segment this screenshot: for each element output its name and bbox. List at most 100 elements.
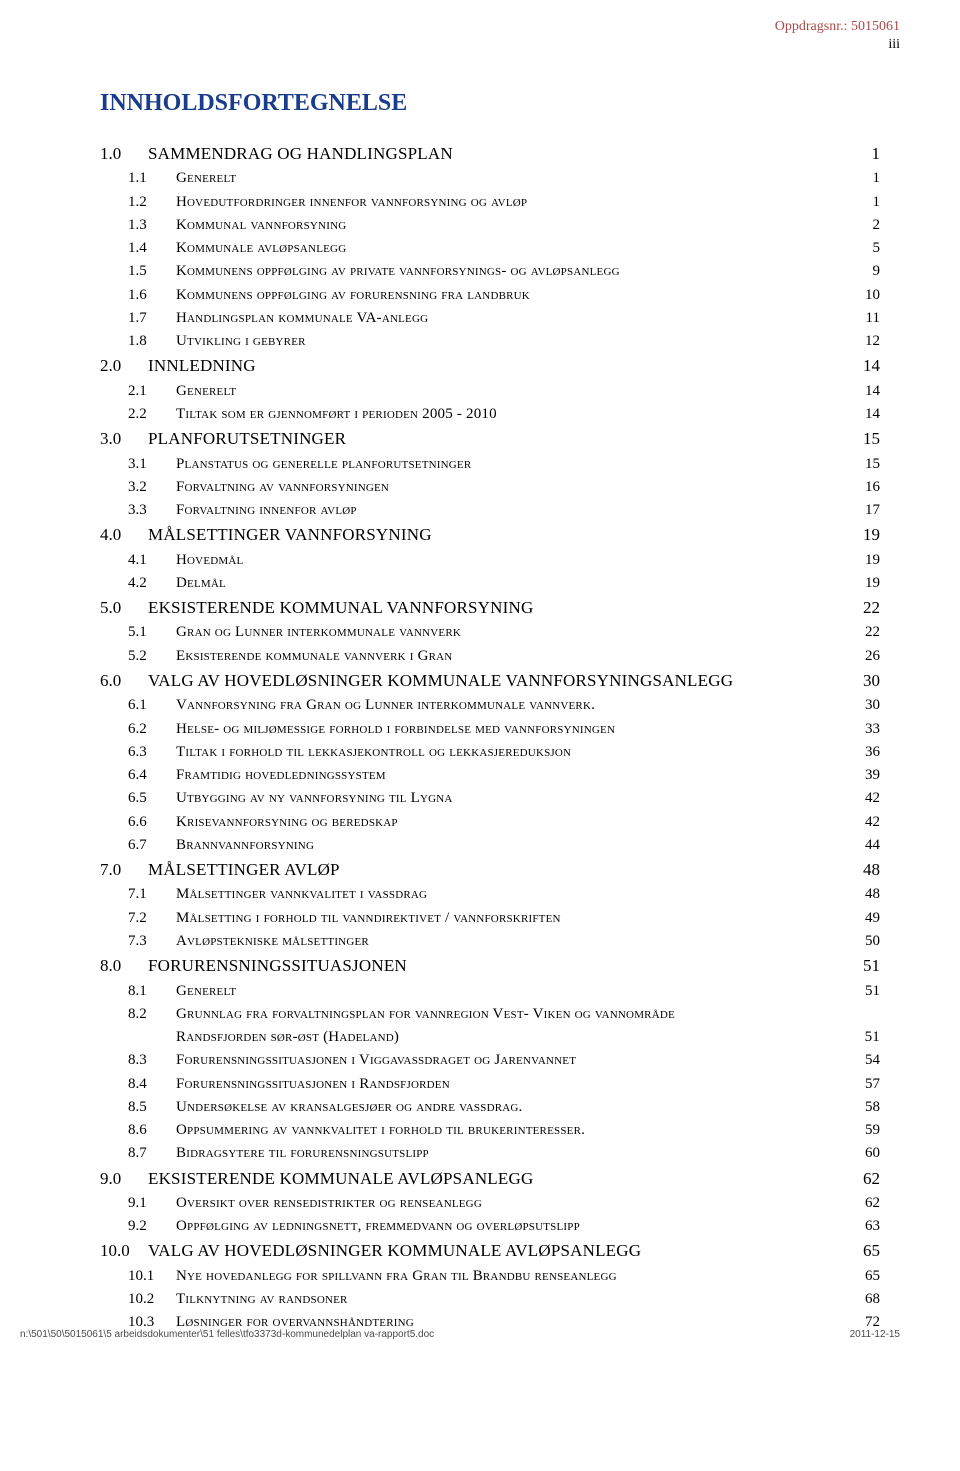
toc-entry-page: 30 xyxy=(852,668,880,694)
toc-entry: 8.1Generelt51 xyxy=(100,980,880,1003)
toc-entry-page: 58 xyxy=(852,1096,880,1119)
toc-heading: INNHOLDSFORTEGNELSE xyxy=(100,90,880,117)
toc-entry-number: 3.0 xyxy=(100,426,148,452)
toc-entry-continuation: Randsfjorden sør-øst (Hadeland) 51 xyxy=(100,1026,880,1049)
toc-entry-page: 57 xyxy=(852,1073,880,1096)
toc-entry-title: INNLEDNING xyxy=(148,353,256,379)
toc-entry-page: 10 xyxy=(852,284,880,307)
toc-entry-page: 19 xyxy=(852,572,880,595)
toc-entry: 1.2Hovedutfordringer innenfor vannforsyn… xyxy=(100,191,880,214)
toc-entry-title: Forvaltning av vannforsyningen xyxy=(176,476,389,499)
toc-entry: 5.1Gran og Lunner interkommunale vannver… xyxy=(100,621,880,644)
toc-entry-title: Målsetting i forhold til vanndirektivet … xyxy=(176,907,561,930)
toc-entry-title: VALG AV HOVEDLØSNINGER KOMMUNALE VANNFOR… xyxy=(148,668,733,694)
toc-entry-title: Oversikt over rensedistrikter og rensean… xyxy=(176,1192,482,1215)
toc-entry: 6.0VALG AV HOVEDLØSNINGER KOMMUNALE VANN… xyxy=(100,668,880,694)
toc-entry-title: Forurensningssituasjonen i Randsfjorden xyxy=(176,1073,450,1096)
toc-entry-page: 36 xyxy=(852,741,880,764)
toc-entry-title: VALG AV HOVEDLØSNINGER KOMMUNALE AVLØPSA… xyxy=(148,1238,641,1264)
toc-entry: 8.6Oppsummering av vannkvalitet i forhol… xyxy=(100,1119,880,1142)
toc-entry-page: 22 xyxy=(852,621,880,644)
toc-entry-number: 10.2 xyxy=(100,1288,176,1311)
toc-entry-number: 6.1 xyxy=(100,694,176,717)
toc-entry-title: Delmål xyxy=(176,572,226,595)
toc-entry-title: Randsfjorden sør-øst (Hadeland) xyxy=(176,1026,399,1049)
document-page: Oppdragsnr.: 5015061 iii INNHOLDSFORTEGN… xyxy=(0,0,960,1354)
toc-entry-page: 1 xyxy=(852,191,880,214)
toc-entry-number: 9.2 xyxy=(100,1215,176,1238)
toc-entry: 7.3Avløpstekniske målsettinger50 xyxy=(100,930,880,953)
toc-entry-number: 3.1 xyxy=(100,453,176,476)
toc-entry-number: 4.2 xyxy=(100,572,176,595)
toc-entry-title: Oppfølging av ledningsnett, fremmedvann … xyxy=(176,1215,580,1238)
toc-entry: 1.1Generelt1 xyxy=(100,167,880,190)
toc-entry-title: Tilknytning av randsoner xyxy=(176,1288,348,1311)
toc-entry-page: 1 xyxy=(852,141,880,167)
toc-entry: 4.2Delmål 19 xyxy=(100,572,880,595)
toc-entry-number: 6.6 xyxy=(100,811,176,834)
toc-entry-title: PLANFORUTSETNINGER xyxy=(148,426,346,452)
toc-entry-number: 6.3 xyxy=(100,741,176,764)
toc-entry-number: 10.0 xyxy=(100,1238,148,1264)
toc-entry-number: 7.2 xyxy=(100,907,176,930)
toc-entry-title: Forurensningssituasjonen i Viggavassdrag… xyxy=(176,1049,576,1072)
toc-entry: 7.2Målsetting i forhold til vanndirektiv… xyxy=(100,907,880,930)
toc-entry-title: Helse- og miljømessige forhold i forbind… xyxy=(176,718,615,741)
toc-entry-page: 30 xyxy=(852,694,880,717)
toc-entry-page: 14 xyxy=(852,353,880,379)
toc-entry-title: Tiltak i forhold til lekkasjekontroll og… xyxy=(176,741,571,764)
toc-entry-number: 8.1 xyxy=(100,980,176,1003)
toc-entry-page: 19 xyxy=(852,549,880,572)
toc-entry-title: Tiltak som er gjennomført i perioden 200… xyxy=(176,403,497,426)
toc-entry-title: Undersøkelse av kransalgesjøer og andre … xyxy=(176,1096,523,1119)
page-roman-numeral: iii xyxy=(775,36,900,54)
toc-entry-page: 2 xyxy=(852,214,880,237)
toc-entry-title: Handlingsplan kommunale VA-anlegg xyxy=(176,307,428,330)
toc-entry: 9.2Oppfølging av ledningsnett, fremmedva… xyxy=(100,1215,880,1238)
toc-entry-title: Hovedutfordringer innenfor vannforsyning… xyxy=(176,191,527,214)
toc-entry-number: 7.0 xyxy=(100,857,148,883)
toc-entry-page: 51 xyxy=(852,1026,880,1049)
toc-entry-page: 62 xyxy=(852,1192,880,1215)
toc-entry-title: Målsettinger vannkvalitet i vassdrag xyxy=(176,883,427,906)
toc-entry: 9.1Oversikt over rensedistrikter og rens… xyxy=(100,1192,880,1215)
footer-path: n:\501\50\5015061\5 arbeidsdokumenter\51… xyxy=(20,1329,434,1340)
toc-entry: 10.1Nye hovedanlegg for spillvann fra Gr… xyxy=(100,1265,880,1288)
toc-entry-title: Utvikling i gebyrer xyxy=(176,330,306,353)
toc-entry: 2.2Tiltak som er gjennomført i perioden … xyxy=(100,403,880,426)
toc-entry-number: 1.7 xyxy=(100,307,176,330)
toc-entry-title: Kommunale avløpsanlegg xyxy=(176,237,346,260)
toc-entry-title: Eksisterende kommunale vannverk i Gran xyxy=(176,645,452,668)
toc-entry-title: Hovedmål xyxy=(176,549,243,572)
toc-entry: 7.0MÅLSETTINGER AVLØP48 xyxy=(100,857,880,883)
toc-entry: 1.7Handlingsplan kommunale VA-anlegg11 xyxy=(100,307,880,330)
toc-entry: 3.0PLANFORUTSETNINGER15 xyxy=(100,426,880,452)
toc-entry-number: 1.4 xyxy=(100,237,176,260)
toc-entry-number: 8.3 xyxy=(100,1049,176,1072)
toc-entry-page: 68 xyxy=(852,1288,880,1311)
table-of-contents: 1.0SAMMENDRAG OG HANDLINGSPLAN11.1Genere… xyxy=(100,141,880,1334)
toc-entry-page: 14 xyxy=(852,403,880,426)
toc-entry-number: 8.0 xyxy=(100,953,148,979)
toc-entry: 6.7Brannvannforsyning44 xyxy=(100,834,880,857)
toc-entry-number: 2.0 xyxy=(100,353,148,379)
toc-entry-page: 5 xyxy=(852,237,880,260)
toc-entry-title: Vannforsyning fra Gran og Lunner interko… xyxy=(176,694,595,717)
toc-entry-number: 4.1 xyxy=(100,549,176,572)
toc-entry-page: 49 xyxy=(852,907,880,930)
toc-entry-number: 1.2 xyxy=(100,191,176,214)
toc-entry: 1.4Kommunale avløpsanlegg 5 xyxy=(100,237,880,260)
toc-entry: 3.2Forvaltning av vannforsyningen16 xyxy=(100,476,880,499)
toc-entry-number: 9.0 xyxy=(100,1166,148,1192)
toc-entry-title: Forvaltning innenfor avløp xyxy=(176,499,357,522)
toc-entry: 10.2Tilknytning av randsoner 68 xyxy=(100,1288,880,1311)
toc-entry: 9.0EKSISTERENDE KOMMUNALE AVLØPSANLEGG62 xyxy=(100,1166,880,1192)
toc-entry: 1.8Utvikling i gebyrer12 xyxy=(100,330,880,353)
toc-entry-page: 22 xyxy=(852,595,880,621)
toc-entry-title: Avløpstekniske målsettinger xyxy=(176,930,369,953)
toc-entry-title: Bidragsytere til forurensningsutslipp xyxy=(176,1142,429,1165)
oppdrag-number: Oppdragsnr.: 5015061 xyxy=(775,18,900,36)
toc-entry: 8.2Grunnlag fra forvaltningsplan for van… xyxy=(100,1003,880,1026)
toc-entry: 1.0SAMMENDRAG OG HANDLINGSPLAN1 xyxy=(100,141,880,167)
toc-entry: 6.6Krisevannforsyning og beredskap42 xyxy=(100,811,880,834)
